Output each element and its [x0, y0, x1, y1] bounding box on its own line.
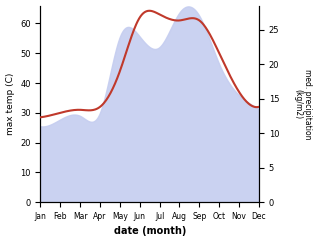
- Y-axis label: max temp (C): max temp (C): [5, 73, 15, 135]
- Y-axis label: med. precipitation
(kg/m2): med. precipitation (kg/m2): [293, 69, 313, 139]
- X-axis label: date (month): date (month): [114, 227, 186, 236]
